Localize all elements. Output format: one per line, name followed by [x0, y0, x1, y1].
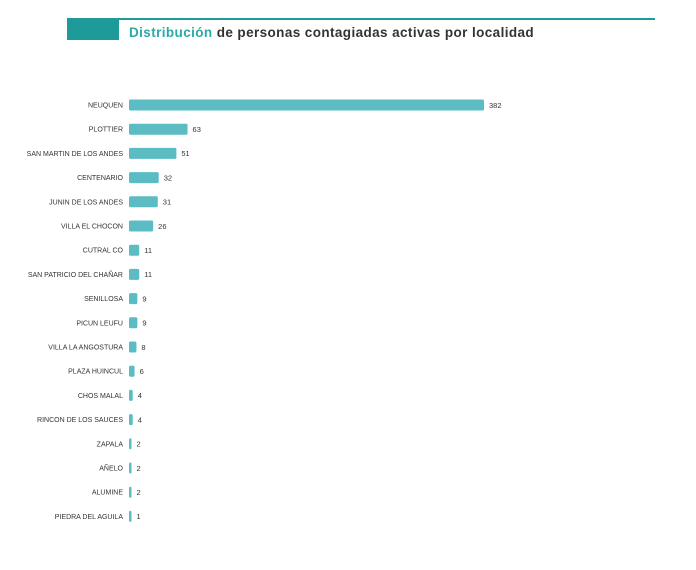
- category-label: VILLA LA ANGOSTURA: [48, 345, 123, 352]
- data-label: 9: [142, 294, 146, 303]
- data-label: 4: [138, 415, 142, 424]
- category-label: CUTRAL CO: [83, 248, 124, 255]
- category-label: SAN MARTIN DE LOS ANDES: [27, 151, 124, 158]
- data-label: 32: [164, 173, 172, 182]
- data-label: 2: [137, 464, 141, 473]
- data-label: 63: [193, 125, 201, 134]
- category-label: JUNIN DE LOS ANDES: [49, 199, 123, 206]
- bar: [129, 172, 159, 184]
- bar: [129, 486, 132, 498]
- category-label: PLAZA HUINCUL: [68, 369, 123, 376]
- data-label: 11: [144, 270, 152, 279]
- category-label: AÑELO: [99, 464, 123, 473]
- category-label: ALUMINE: [92, 490, 123, 497]
- bar: [129, 317, 138, 329]
- data-label: 26: [158, 222, 166, 231]
- category-label: PLOTTIER: [89, 127, 123, 134]
- category-label: PIEDRA DEL AGUILA: [55, 514, 124, 521]
- bar: [129, 341, 137, 353]
- data-label: 11: [144, 246, 152, 255]
- category-label: VILLA EL CHOCON: [61, 224, 123, 231]
- data-label: 6: [140, 367, 144, 376]
- data-label: 2: [137, 440, 141, 449]
- category-label: PICUN LEUFU: [76, 320, 123, 327]
- bar: [129, 196, 158, 208]
- data-label: 1: [137, 512, 141, 521]
- chart-title-rest: de personas contagiadas activas por loca…: [212, 25, 535, 40]
- bar: [129, 244, 140, 256]
- bar: [129, 268, 140, 280]
- category-label: ZAPALA: [97, 441, 124, 448]
- bar: [129, 510, 132, 522]
- category-label: CHOS MALAL: [78, 393, 123, 400]
- bar: [129, 389, 133, 401]
- data-label: 8: [141, 343, 145, 352]
- bar: [129, 438, 132, 450]
- category-label: CENTENARIO: [77, 175, 123, 182]
- category-label: RINCON DE LOS SAUCES: [37, 417, 123, 424]
- header-rule: [119, 18, 655, 20]
- bar: [129, 365, 135, 377]
- bar: [129, 293, 138, 305]
- data-label: 51: [181, 149, 189, 158]
- chart-title: Distribución de personas contagiadas act…: [129, 25, 534, 40]
- data-label: 4: [138, 391, 142, 400]
- data-label: 382: [489, 101, 502, 110]
- bar: [129, 414, 133, 426]
- data-label: 31: [163, 198, 171, 207]
- bar: [129, 123, 188, 135]
- data-label: 9: [142, 319, 146, 328]
- chart-title-accent: Distribución: [129, 25, 213, 40]
- header-accent-block: [67, 18, 119, 40]
- bar: [129, 462, 132, 474]
- category-label: NEUQUEN: [88, 103, 123, 110]
- bar: [129, 147, 177, 159]
- bar: [129, 99, 484, 111]
- bar: [129, 220, 154, 232]
- category-label: SAN PATRICIO DEL CHAÑAR: [28, 270, 123, 279]
- data-label: 2: [137, 488, 141, 497]
- category-label: SENILLOSA: [84, 296, 123, 303]
